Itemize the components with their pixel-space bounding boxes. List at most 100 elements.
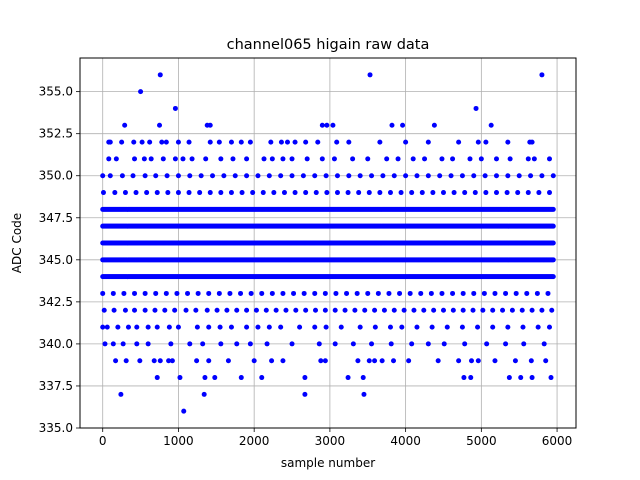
data-point	[159, 139, 165, 145]
y-tick-label: 352.5	[39, 127, 73, 141]
data-point	[512, 358, 518, 364]
data-point	[145, 324, 151, 330]
x-axis: 0 1000 2000 3000 4000 5000 6000	[99, 428, 572, 448]
data-point	[271, 190, 277, 196]
data-point	[398, 190, 404, 196]
data-point	[268, 139, 274, 145]
data-point	[217, 324, 223, 330]
data-point	[194, 358, 200, 364]
data-point	[261, 156, 267, 162]
data-point	[475, 324, 481, 330]
data-point	[505, 139, 511, 145]
data-point	[439, 156, 445, 162]
y-tick-label: 350.0	[39, 169, 73, 183]
data-point	[165, 190, 171, 196]
data-point	[292, 139, 298, 145]
data-point	[450, 307, 456, 313]
data-point	[425, 173, 431, 179]
data-point	[395, 156, 401, 162]
data-point	[289, 341, 295, 347]
data-point	[431, 307, 437, 313]
data-point	[210, 173, 216, 179]
data-point	[259, 375, 265, 381]
data-point	[550, 173, 556, 179]
data-point	[473, 105, 479, 111]
data-point	[468, 358, 474, 364]
data-point	[234, 307, 240, 313]
data-point	[302, 375, 308, 381]
data-point	[490, 324, 496, 330]
data-point	[100, 173, 106, 179]
data-point	[137, 358, 143, 364]
data-point	[356, 190, 362, 196]
data-point	[142, 173, 148, 179]
data-point	[471, 173, 477, 179]
data-point	[206, 358, 212, 364]
data-point	[162, 307, 168, 313]
data-point	[153, 290, 159, 296]
data-point	[524, 290, 530, 296]
data-point	[388, 341, 394, 347]
data-point	[152, 307, 158, 313]
data-point	[142, 307, 148, 313]
data-point	[355, 358, 361, 364]
y-axis: 335.0 337.5 340.0 342.5 345.0 347.5 350.0 352.5…	[39, 85, 80, 435]
data-point	[366, 190, 372, 196]
data-point	[300, 173, 306, 179]
data-point	[323, 324, 329, 330]
data-point	[187, 341, 193, 347]
data-point	[304, 156, 310, 162]
data-point	[428, 290, 434, 296]
y-tick-label: 345.0	[39, 253, 73, 267]
y-tick-label: 355.0	[39, 85, 73, 99]
data-point	[260, 190, 266, 196]
data-point	[110, 341, 116, 347]
x-tick-label: 1000	[163, 434, 194, 448]
data-point	[550, 274, 556, 280]
data-point	[214, 307, 220, 313]
data-point	[110, 290, 116, 296]
data-point	[346, 139, 352, 145]
data-point	[297, 324, 303, 330]
data-point	[107, 139, 113, 145]
data-point	[440, 307, 446, 313]
data-point	[403, 173, 409, 179]
data-point	[280, 358, 286, 364]
data-point	[138, 89, 144, 95]
data-point	[251, 358, 257, 364]
data-point	[332, 307, 338, 313]
data-points	[100, 72, 556, 414]
data-point	[332, 341, 338, 347]
data-point	[403, 139, 409, 145]
data-point	[431, 122, 437, 128]
data-point	[519, 307, 525, 313]
data-point	[516, 173, 522, 179]
plot-frame	[79, 57, 577, 429]
data-point	[483, 139, 489, 145]
data-point	[247, 139, 253, 145]
data-point	[475, 139, 481, 145]
data-point	[539, 72, 545, 78]
data-point	[303, 139, 309, 145]
data-point	[529, 307, 535, 313]
data-point	[369, 341, 375, 347]
data-point	[172, 156, 178, 162]
data-point	[153, 173, 159, 179]
data-point	[201, 391, 207, 397]
data-point	[492, 290, 498, 296]
data-point	[244, 173, 250, 179]
data-point	[319, 156, 325, 162]
data-point	[471, 290, 477, 296]
data-point	[422, 156, 428, 162]
data-point	[515, 190, 521, 196]
data-point	[361, 391, 367, 397]
data-point	[104, 324, 110, 330]
data-point	[121, 290, 127, 296]
data-point	[218, 190, 224, 196]
data-point	[247, 341, 253, 347]
data-point	[293, 307, 299, 313]
data-point	[548, 375, 554, 381]
data-point	[504, 190, 510, 196]
data-point	[345, 190, 351, 196]
data-point	[377, 190, 383, 196]
